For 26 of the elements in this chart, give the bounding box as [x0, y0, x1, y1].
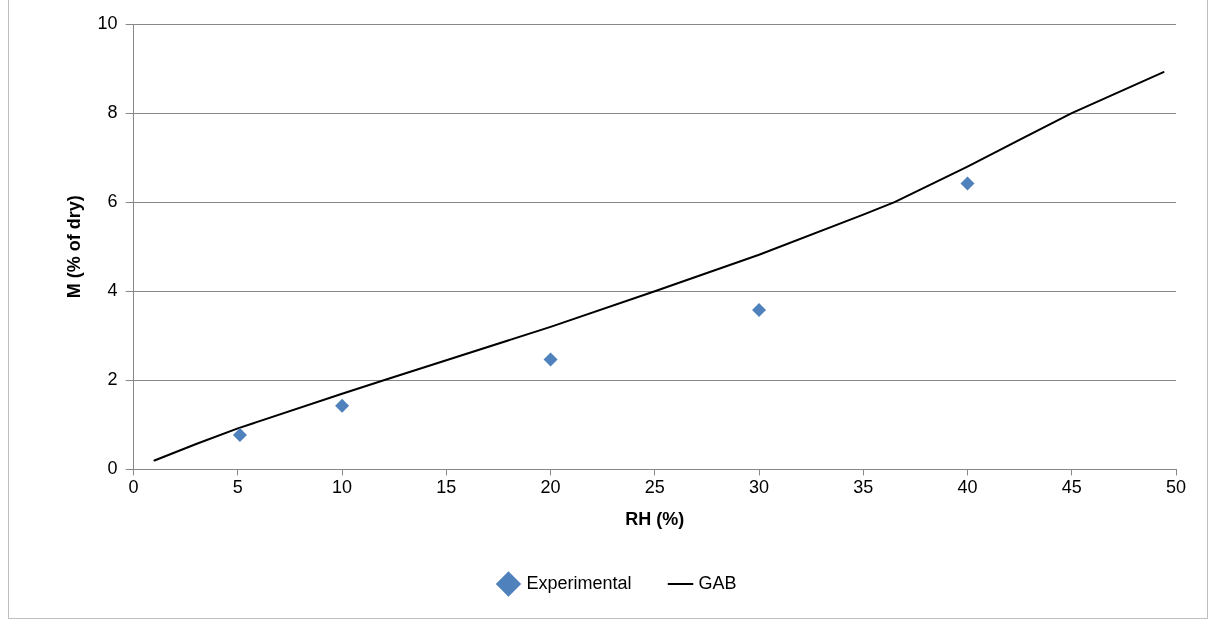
x-tick-label: 50	[1165, 477, 1187, 498]
x-tick-label: 20	[540, 477, 561, 498]
y-tick-label: 0	[107, 458, 118, 479]
x-tick-label: 40	[957, 477, 978, 498]
point	[960, 176, 975, 191]
point	[232, 428, 247, 443]
y-axis-title: M (% of dry)	[63, 195, 84, 299]
x-tick-label: 10	[332, 477, 353, 498]
x-tick-label: 15	[436, 477, 457, 498]
y-tick-label: 10	[97, 12, 118, 33]
legend-label: GAB	[698, 572, 737, 593]
legend-label: Experimental	[526, 572, 632, 593]
x-tick-label: 0	[128, 477, 139, 498]
y-tick-label: 6	[107, 191, 118, 212]
y-tick-label: 2	[107, 369, 118, 390]
point	[543, 352, 558, 367]
x-tick-label: 30	[749, 477, 770, 498]
x-tick-label: 25	[644, 477, 665, 498]
x-tick-label: 45	[1061, 477, 1082, 498]
x-tick-label: 5	[232, 477, 243, 498]
x-axis-title: RH (%)	[625, 509, 685, 530]
y-tick-label: 4	[107, 280, 118, 301]
point	[752, 302, 767, 317]
y-tick-label: 8	[107, 102, 118, 123]
point	[335, 398, 350, 413]
x-tick-label: 35	[853, 477, 874, 498]
